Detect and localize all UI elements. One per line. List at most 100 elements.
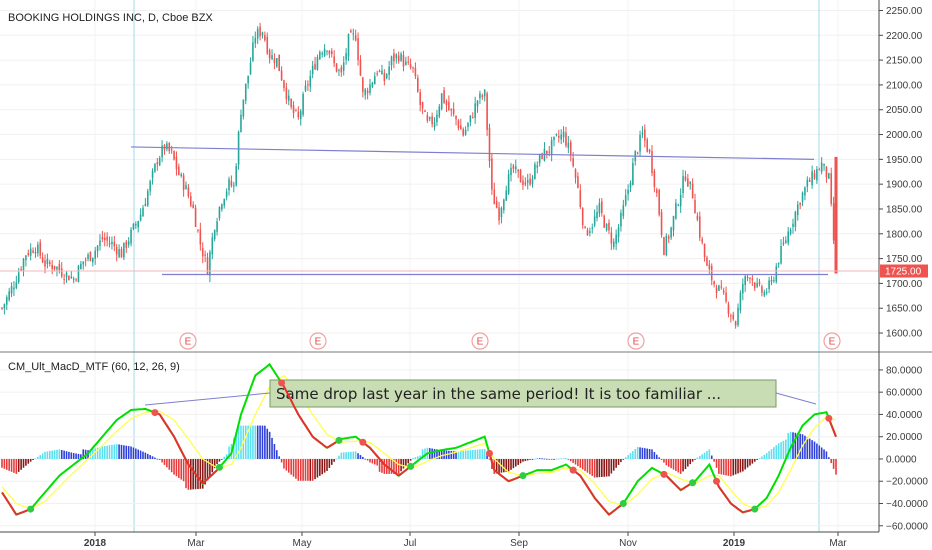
price-tick-label: 2000.00 [886, 130, 923, 141]
time-scale[interactable]: 2018 Mar May Jul Sep Nov 2019 Mar [0, 531, 879, 549]
time-tick-label: May [293, 538, 312, 549]
candle-body [139, 214, 142, 221]
resistance-line[interactable] [130, 146, 815, 160]
candle-body [584, 226, 586, 228]
histogram-bar [209, 458, 211, 477]
histogram-bar [113, 444, 116, 459]
candle-body [80, 263, 82, 269]
candle-body [254, 37, 257, 44]
candle-body [734, 321, 737, 326]
candle-body [302, 93, 304, 115]
histogram-bar [199, 458, 202, 489]
candle-body [266, 36, 269, 54]
candle-body [558, 135, 560, 138]
earnings-marker-label: E [633, 337, 640, 348]
histogram-bar [569, 458, 572, 462]
candle-body [529, 178, 531, 185]
candle-body [96, 245, 99, 252]
candle-body [417, 77, 419, 92]
histogram-bar [586, 458, 589, 473]
histogram-bar [106, 445, 108, 459]
candle-body [679, 194, 682, 207]
histogram-bar [526, 458, 529, 461]
macd-cross-dot [485, 449, 493, 457]
histogram-bar [770, 449, 773, 459]
candle-body [720, 286, 723, 288]
histogram-bar [476, 449, 479, 459]
price-pane[interactable]: E E E E E BOOKING HOLDINGS INC, D, Cboe BZX [0, 0, 879, 532]
histogram-bar [720, 458, 723, 475]
candle-body [612, 241, 615, 247]
histogram-bar [830, 458, 833, 464]
histogram-bar [256, 425, 259, 459]
earnings-marker[interactable] [471, 332, 489, 350]
histogram-bar [221, 458, 223, 460]
histogram-bar [111, 444, 113, 459]
candle-body [185, 185, 187, 190]
histogram-bar [357, 453, 359, 459]
histogram-bar [178, 458, 180, 478]
trend-lines[interactable] [0, 146, 879, 276]
candle-body [340, 67, 343, 73]
candle-body [233, 185, 235, 187]
candle-body [115, 247, 118, 255]
histogram-bar [381, 458, 383, 473]
candle-body [813, 173, 816, 179]
histogram-bar [775, 445, 778, 459]
candle-body [426, 115, 429, 121]
macd-cross-dot [27, 505, 35, 513]
histogram-bar [80, 454, 82, 459]
candle-body [362, 77, 364, 92]
candle-body [242, 99, 245, 117]
earnings-marker[interactable] [179, 332, 197, 350]
histogram-bar [244, 425, 247, 459]
earnings-marker[interactable] [823, 332, 841, 350]
earnings-marker[interactable] [309, 332, 327, 350]
candle-body [765, 292, 768, 294]
candle-body [684, 176, 687, 181]
histogram-bar [201, 458, 204, 489]
histogram-bar [653, 452, 656, 459]
candle-body [455, 115, 457, 120]
candle-body [280, 70, 283, 81]
candle-body [498, 207, 500, 221]
candle-body [744, 276, 746, 286]
candle-body [230, 180, 233, 186]
time-tick-label: Jul [404, 538, 417, 549]
candle-body [354, 35, 357, 41]
histogram-bar [369, 458, 371, 463]
histogram-bar [605, 458, 608, 477]
histogram-bar [832, 458, 835, 469]
candle-body [170, 149, 173, 151]
candle-body [682, 176, 684, 194]
candle-body [421, 101, 424, 109]
histogram-bar [558, 458, 560, 460]
candle-body [400, 53, 402, 61]
candle-body [801, 192, 804, 202]
candle-body [438, 106, 441, 117]
earnings-marker[interactable] [627, 332, 645, 350]
histogram-bar [691, 458, 694, 462]
histogram-bar [338, 455, 340, 459]
price-scale[interactable]: 1600.00 1650.00 1700.00 1750.00 1800.00 1850.… [878, 0, 928, 532]
histogram-bar [390, 458, 393, 474]
histogram-bar [579, 458, 582, 468]
histogram-bar [359, 455, 362, 459]
candle-body [46, 258, 49, 265]
histogram-bar [448, 450, 450, 459]
candle-body [92, 257, 94, 263]
histogram-bar [151, 456, 154, 459]
macd-pane[interactable]: CM_Ult_MacD_MTF (60, 12, 26, 9) Same dro… [0, 361, 879, 527]
candle-body [285, 87, 288, 100]
histogram-bar [794, 432, 797, 459]
candlesticks [1, 22, 838, 329]
macd-tick-label: 60.0000 [886, 388, 923, 399]
histogram-bar [601, 458, 603, 477]
candle-body [672, 216, 675, 231]
histogram-bar [237, 425, 240, 459]
annotation-callout[interactable]: Same drop last year in the same period! … [144, 379, 817, 408]
candle-body [371, 82, 374, 87]
histogram-bar [316, 458, 319, 478]
